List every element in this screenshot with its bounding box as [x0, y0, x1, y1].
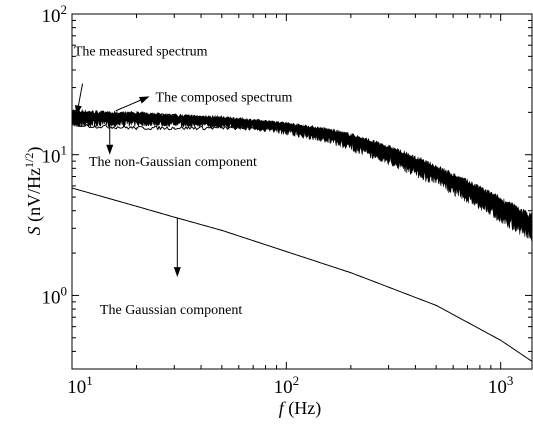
series-gaussian-point	[500, 339, 502, 341]
series-non-gaussian-point	[285, 127, 287, 129]
series-composed-point	[285, 123, 287, 125]
annotation-label: The measured spectrum	[74, 45, 208, 60]
series-non-gaussian-point	[136, 127, 138, 129]
annotation-label: The Gaussian component	[100, 303, 242, 318]
series-measured-band	[71, 108, 533, 241]
series-non-gaussian-point	[265, 127, 267, 129]
series-composed-point	[173, 114, 175, 116]
series-measured-point	[323, 131, 325, 133]
series-measured-point	[350, 138, 352, 140]
series-composed-point	[109, 113, 111, 115]
series-composed-point	[265, 121, 267, 123]
tick-labels: 101 102 103 100 101 102	[42, 2, 514, 398]
series-composed-line	[71, 109, 287, 127]
data-layer	[71, 108, 533, 362]
series-measured-point	[173, 118, 175, 120]
series-measured-point	[435, 171, 437, 173]
series-composed-point	[88, 111, 90, 113]
series-measured-point	[388, 151, 390, 153]
annotation-label: The composed spectrum	[156, 90, 293, 105]
y-tick-label: 101	[42, 143, 68, 168]
series-gaussian-point	[173, 216, 175, 218]
series-non-gaussian-point	[109, 126, 111, 128]
y-tick-label: 100	[42, 283, 68, 308]
series-gaussian-point	[435, 304, 437, 306]
series-composed-point	[221, 118, 223, 120]
series-non-gaussian-point	[173, 127, 175, 129]
x-axis-label: f (Hz)	[279, 398, 322, 419]
x-tick-label: 102	[274, 373, 300, 398]
series-gaussian-point	[136, 205, 138, 207]
series-gaussian-line	[71, 187, 533, 362]
series-non-gaussian-line	[71, 122, 287, 131]
series-gaussian-point	[350, 272, 352, 274]
annotation-arrow-head	[138, 96, 150, 104]
series-gaussian-point	[285, 251, 287, 253]
series-measured-point	[264, 123, 267, 125]
x-tick-label: 103	[488, 373, 513, 398]
series-non-gaussian-point	[221, 127, 223, 129]
series-measured-point	[285, 125, 287, 127]
series-measured-point	[466, 187, 469, 189]
y-axis-label: S (nV/Hz1/2)	[22, 147, 45, 236]
series-composed-point	[136, 113, 138, 115]
annotation-arrow-line	[115, 99, 141, 112]
y-tick-label: 102	[42, 2, 68, 27]
series-measured-point	[500, 205, 502, 207]
series-non-gaussian-point	[88, 125, 90, 127]
series-measured-point	[135, 116, 138, 118]
annotation-arrow-line	[77, 83, 84, 106]
annotation-arrow-head	[173, 267, 181, 278]
plot-frame	[71, 13, 533, 370]
series-gaussian-point	[221, 229, 223, 231]
annotation-arrow-head	[106, 144, 114, 155]
series-measured-point	[109, 116, 111, 118]
x-tick-label: 101	[67, 373, 93, 398]
annotation-arrow-head	[74, 105, 82, 116]
annotations-layer: The measured spectrum The composed spectr…	[74, 45, 293, 319]
annotation-label: The non-Gaussian component	[89, 155, 257, 170]
